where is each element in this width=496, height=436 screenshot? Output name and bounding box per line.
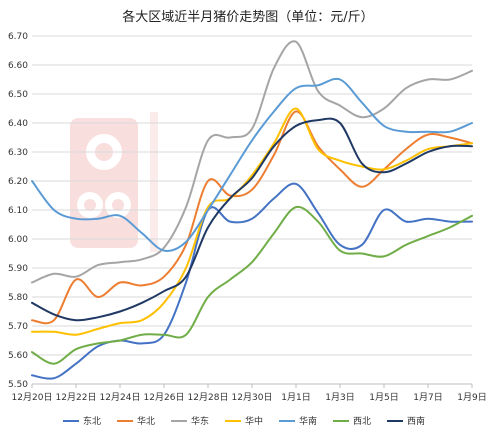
y-tick-label: 5.60 xyxy=(8,351,28,361)
series-line-西南 xyxy=(31,117,473,322)
series-line-华中 xyxy=(31,107,473,336)
y-tick-label: 6.10 xyxy=(8,206,28,216)
series-line-华北 xyxy=(31,110,473,325)
legend-label: 华东 xyxy=(191,415,209,427)
x-tick-label: 12月30日 xyxy=(232,392,273,403)
y-tick-label: 6.70 xyxy=(8,32,28,42)
x-tick-label: 1月5日 xyxy=(369,392,398,403)
watermark-logo xyxy=(70,112,158,252)
x-tick-label: 12月26日 xyxy=(144,392,185,403)
y-tick-label: 5.80 xyxy=(8,293,28,303)
legend-label: 华中 xyxy=(245,415,263,427)
x-tick-label: 12月20日 xyxy=(12,392,53,403)
x-tick-label: 12月28日 xyxy=(188,392,229,403)
series-line-华南 xyxy=(31,77,473,252)
y-tick-label: 5.70 xyxy=(8,322,28,332)
x-axis-ticks: 12月20日 12月22日 12月24日 12月26日 12月28日 12月30日 1月1日… xyxy=(12,384,487,403)
y-tick-label: 6.40 xyxy=(8,119,28,129)
series-lines xyxy=(31,40,473,380)
y-axis-ticks: 5.50 5.60 5.70 5.80 5.90 6.00 6.10 6.20 6.30 6.40… xyxy=(8,32,28,390)
legend: 东北 华北 华东 华中 华南 西北 西南 xyxy=(63,415,425,427)
y-tick-label: 6.20 xyxy=(8,177,28,187)
y-tick-label: 5.50 xyxy=(8,380,28,390)
y-tick-label: 6.30 xyxy=(8,148,28,158)
series-line-华东 xyxy=(31,40,473,284)
x-tick-label: 1月1日 xyxy=(281,392,310,403)
x-tick-label: 12月24日 xyxy=(100,392,141,403)
chart-title: 各大区域近半月猪价走势图（单位：元/斤） xyxy=(122,9,373,25)
legend-label: 西南 xyxy=(407,415,425,427)
grid-lines xyxy=(32,35,472,385)
x-tick-label: 1月7日 xyxy=(413,392,442,403)
x-tick-label: 12月22日 xyxy=(56,392,97,403)
legend-label: 华北 xyxy=(137,415,155,427)
y-tick-label: 6.50 xyxy=(8,90,28,100)
legend-label: 西北 xyxy=(353,416,371,427)
x-tick-label: 1月9日 xyxy=(457,392,486,403)
legend-label: 华南 xyxy=(299,415,317,427)
y-tick-label: 6.60 xyxy=(8,61,28,71)
y-tick-label: 5.90 xyxy=(8,264,28,274)
y-tick-label: 6.00 xyxy=(8,235,28,245)
series-line-西北 xyxy=(31,205,473,365)
x-tick-label: 1月3日 xyxy=(325,392,354,403)
legend-label: 东北 xyxy=(83,415,101,427)
